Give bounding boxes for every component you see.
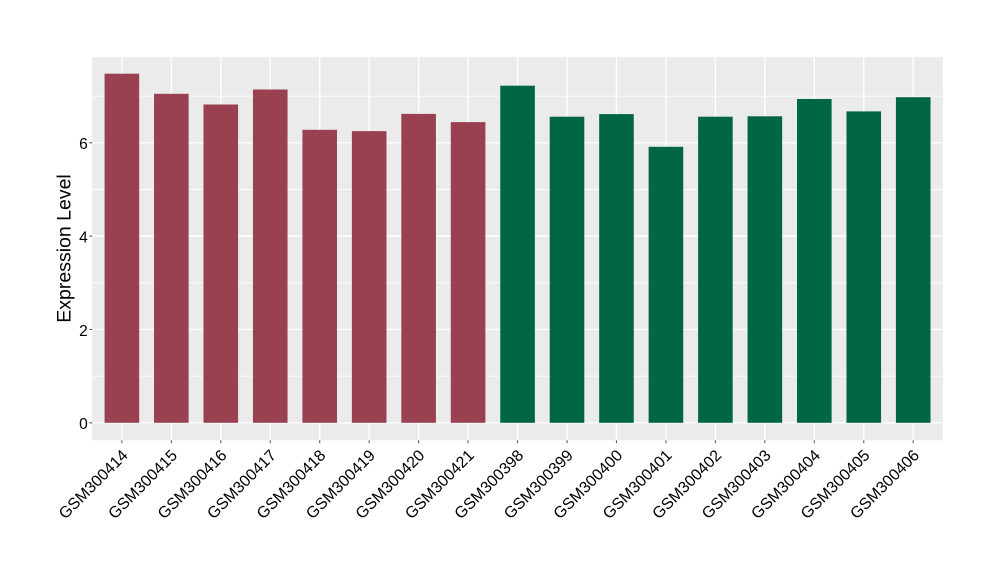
- svg-text:4: 4: [79, 230, 88, 247]
- svg-text:Expression Level: Expression Level: [54, 174, 76, 323]
- svg-text:0: 0: [79, 416, 88, 433]
- svg-text:6: 6: [79, 136, 88, 153]
- svg-text:2: 2: [79, 323, 88, 340]
